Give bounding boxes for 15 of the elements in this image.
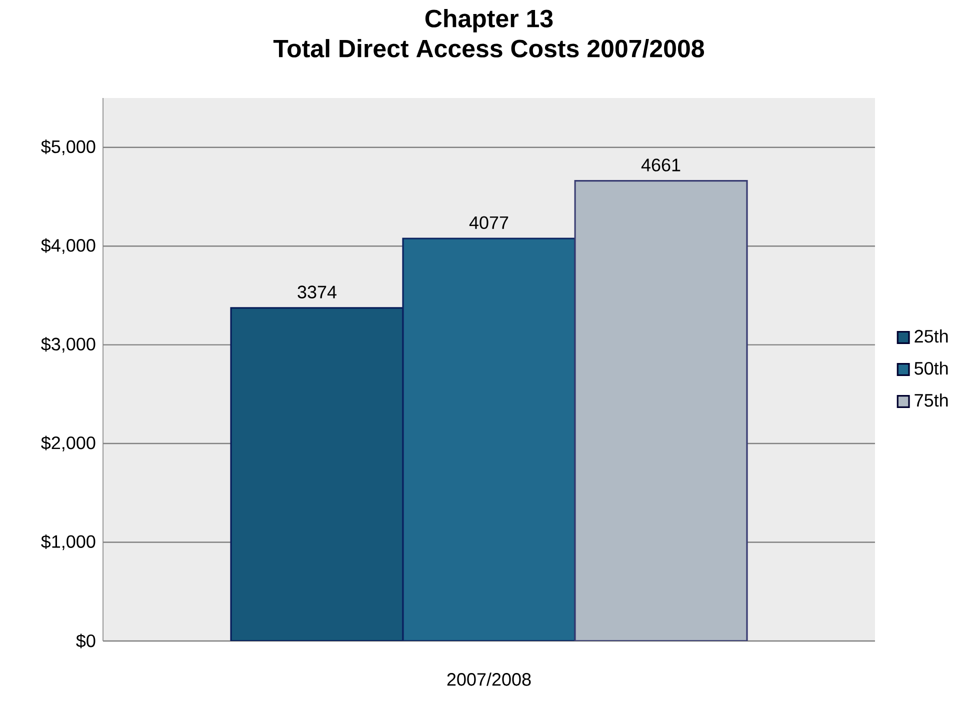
data-label: 3374 xyxy=(298,286,336,298)
legend-label: 75th xyxy=(914,394,948,407)
y-tick-label: $1,000 xyxy=(41,534,96,550)
chart-subtitle: Total Direct Access Costs 2007/2008 xyxy=(273,39,704,58)
y-tick-label: $5,000 xyxy=(41,140,96,156)
legend-label: 25th xyxy=(914,329,948,343)
y-tick-label: $3,000 xyxy=(41,336,96,353)
chart-title: Chapter 13 xyxy=(425,9,553,32)
legend-label: 50th xyxy=(914,361,948,375)
y-tick-label: $4,000 xyxy=(41,238,96,254)
data-label: 4077 xyxy=(469,216,508,230)
y-tick-label: $2,000 xyxy=(41,436,96,452)
y-tick-label: $0 xyxy=(76,634,96,648)
data-label: 4661 xyxy=(641,158,680,172)
x-tick-label: 2007/2008 xyxy=(447,672,531,686)
